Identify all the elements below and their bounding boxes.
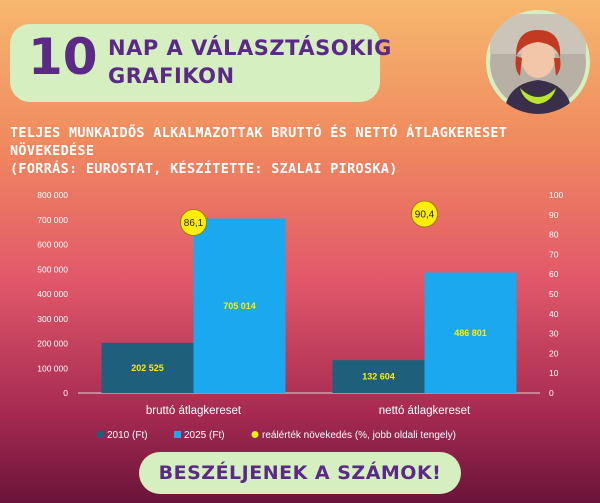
bar-data-label: 486 801: [454, 328, 487, 338]
y2-axis-tick-label: 20: [549, 348, 559, 358]
y2-axis-tick-label: 0: [549, 388, 554, 398]
bar-2025: [424, 272, 517, 393]
subtitle-line3: (FORRÁS: EUROSTAT, KÉSZÍTETTE: SZALAI PI…: [10, 161, 398, 177]
bar-data-label: 202 525: [131, 363, 164, 373]
author-avatar: [486, 10, 590, 114]
header-title-line2: GRAFIKON: [108, 64, 235, 88]
bar-2025: [193, 218, 286, 393]
y-axis-tick-label: 800 000: [37, 190, 68, 200]
y-axis-tick-label: 500 000: [37, 264, 68, 274]
real-growth-label: 90,4: [415, 210, 435, 221]
y-axis-tick-label: 400 000: [37, 289, 68, 299]
legend-label: 2025 (Ft): [184, 430, 225, 441]
subtitle-line1: TELJES MUNKAIDŐS ALKALMAZOTTAK BRUTTÓ ÉS…: [10, 125, 508, 141]
cta-banner: BESZÉLJENEK A SZÁMOK!: [139, 452, 461, 494]
y2-axis-tick-label: 60: [549, 269, 559, 279]
y-axis-tick-label: 700 000: [37, 215, 68, 225]
real-growth-marker: [411, 200, 438, 228]
x-axis-category-label: nettó átlagkereset: [379, 405, 471, 417]
x-axis-category-label: bruttó átlagkereset: [146, 405, 242, 417]
y-axis-tick-label: 300 000: [37, 314, 68, 324]
bar-2010: [332, 360, 425, 393]
y-axis-tick-label: 100 000: [37, 363, 68, 373]
y2-axis-tick-label: 50: [549, 289, 559, 299]
y2-axis-tick-label: 100: [549, 190, 563, 200]
y2-axis-tick-label: 70: [549, 249, 559, 259]
bar-data-label: 132 604: [362, 372, 395, 382]
subtitle-line2: NÖVEKEDÉSE: [10, 143, 95, 159]
header-banner: 10 NAP A VÁLASZTÁSOKIG GRAFIKON: [10, 24, 391, 102]
bar-data-label: 705 014: [223, 301, 256, 311]
chart-subtitle: TELJES MUNKAIDŐS ALKALMAZOTTAK BRUTTÓ ÉS…: [10, 124, 590, 178]
bar-2010: [101, 342, 194, 393]
y2-axis-tick-label: 30: [549, 329, 559, 339]
y-axis-tick-label: 0: [63, 388, 68, 398]
y-axis-tick-label: 600 000: [37, 240, 68, 250]
y2-axis-tick-label: 90: [549, 210, 559, 220]
legend-label: 2010 (Ft): [107, 430, 148, 441]
y2-axis-tick-label: 80: [549, 230, 559, 240]
legend-swatch-2025: [174, 431, 181, 438]
days-count: 10: [28, 28, 98, 86]
legend-label: reálérték növekedés (%, jobb oldali teng…: [262, 430, 456, 441]
real-growth-marker: [180, 209, 207, 236]
y-axis-tick-label: 200 000: [37, 339, 68, 349]
legend-swatch-2010: [97, 431, 104, 438]
y2-axis-tick-label: 40: [549, 309, 559, 319]
real-growth-label: 86,1: [184, 218, 204, 229]
y2-axis-tick-label: 10: [549, 368, 559, 378]
legend-swatch-real-growth: [251, 431, 259, 438]
header-title-line1: NAP A VÁLASZTÁSOKIG: [108, 36, 392, 60]
